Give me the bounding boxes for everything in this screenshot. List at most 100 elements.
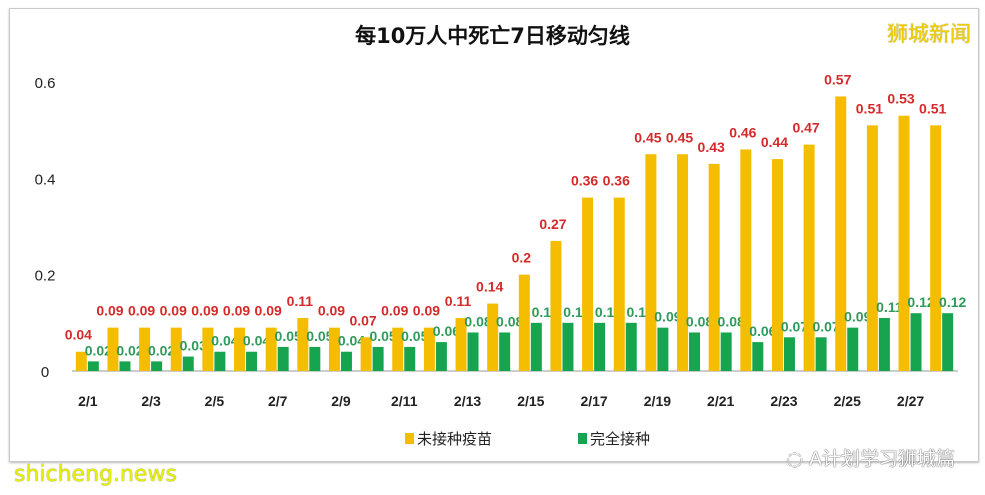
data-label: 0.05 (369, 328, 396, 344)
bar-unvaccinated (328, 327, 340, 371)
data-label: 0.04 (243, 333, 270, 349)
legend-swatch (578, 433, 587, 444)
legend-item-unvaccinated: 未接种疫苗 (405, 428, 492, 449)
bar-vaccinated (783, 337, 795, 371)
x-tick-label: 2/17 (580, 393, 607, 409)
data-label: 0.53 (887, 91, 914, 107)
bar-unvaccinated (455, 318, 467, 371)
x-tick-label: 2/13 (454, 393, 481, 409)
data-label: 0.09 (160, 303, 187, 319)
data-label: 0.11 (287, 293, 314, 309)
bar-unvaccinated (170, 327, 182, 371)
data-label: 0.06 (433, 323, 460, 339)
data-label: 0.08 (496, 313, 523, 329)
bar-vaccinated (720, 332, 732, 371)
bar-unvaccinated (392, 327, 404, 371)
legend-label: 未接种疫苗 (417, 430, 493, 448)
data-label: 0.09 (255, 303, 282, 319)
bar-unvaccinated (645, 154, 657, 371)
bar-vaccinated (214, 351, 226, 371)
data-label: 0.09 (654, 309, 681, 325)
bar-unvaccinated (866, 125, 878, 371)
data-label: 0.08 (464, 313, 491, 329)
data-label: 0.09 (223, 303, 250, 319)
bar-unvaccinated (740, 149, 752, 371)
bar-vaccinated (499, 332, 511, 371)
chart-frame (9, 8, 979, 462)
bar-vaccinated (562, 322, 574, 371)
data-label: 0.43 (698, 139, 725, 155)
data-label: 0.14 (476, 279, 503, 295)
bar-vaccinated (309, 346, 321, 371)
bar-unvaccinated (265, 327, 277, 371)
data-label: 0.05 (306, 328, 333, 344)
data-label: 0.09 (381, 303, 408, 319)
bar-vaccinated (119, 361, 131, 371)
legend-swatch (405, 433, 414, 444)
data-label: 0.03 (180, 338, 207, 354)
bar-unvaccinated (202, 327, 214, 371)
bar-vaccinated (372, 346, 384, 371)
data-label: 0.04 (211, 333, 238, 349)
bar-vaccinated (878, 318, 890, 371)
data-label: 0.12 (939, 294, 966, 310)
bar-unvaccinated (139, 327, 151, 371)
x-tick-label: 2/7 (268, 393, 288, 409)
data-label: 0.09 (191, 303, 218, 319)
data-label: 0.02 (148, 342, 175, 358)
bar-unvaccinated (803, 144, 815, 371)
data-label: 0.51 (919, 100, 946, 116)
bar-unvaccinated (75, 351, 87, 371)
data-label: 0.02 (116, 342, 143, 358)
data-label: 0.04 (338, 333, 365, 349)
data-label: 0.36 (603, 173, 630, 189)
bar-vaccinated (404, 346, 416, 371)
bar-unvaccinated (518, 274, 530, 371)
y-tick-label: 0.4 (35, 171, 56, 188)
data-label: 0.07 (781, 318, 808, 334)
x-tick-label: 2/25 (834, 393, 861, 409)
brand-logo: 狮城新闻 (887, 22, 971, 46)
site-watermark: shicheng.news (14, 462, 177, 487)
bar-unvaccinated (582, 197, 594, 371)
y-tick-label: 0.2 (35, 268, 56, 285)
x-tick-label: 2/9 (331, 393, 351, 409)
bar-vaccinated (151, 361, 163, 371)
bar-vaccinated (87, 361, 99, 371)
bar-unvaccinated (107, 327, 119, 371)
bar-vaccinated (340, 351, 352, 371)
bar-unvaccinated (613, 197, 625, 371)
bar-unvaccinated (771, 159, 783, 371)
data-label: 0.36 (571, 173, 598, 189)
data-label: 0.12 (907, 294, 934, 310)
data-label: 0.06 (749, 323, 776, 339)
data-label: 0.07 (349, 312, 376, 328)
bar-unvaccinated (234, 327, 246, 371)
data-label: 0.11 (445, 293, 472, 309)
chart-title: 每10万人中死亡7日移动匀线 (355, 24, 630, 48)
bar-vaccinated (847, 327, 859, 371)
data-label: 0.45 (666, 129, 693, 145)
data-label: 0.2 (512, 250, 532, 266)
data-label: 0.09 (318, 303, 345, 319)
bar-vaccinated (530, 322, 542, 371)
bar-vaccinated (689, 332, 701, 371)
data-label: 0.09 (96, 303, 123, 319)
x-tick-label: 2/1 (78, 393, 98, 409)
bar-vaccinated (435, 342, 447, 371)
y-tick-label: 0 (41, 364, 49, 381)
data-label: 0.08 (718, 313, 745, 329)
data-label: 0.44 (761, 134, 788, 150)
bar-vaccinated (815, 337, 827, 371)
bar-unvaccinated (487, 303, 499, 371)
x-tick-label: 2/19 (644, 393, 671, 409)
data-label: 0.05 (401, 328, 428, 344)
bar-vaccinated (182, 356, 194, 371)
wechat-icon: ◌ (786, 448, 809, 470)
x-tick-label: 2/23 (770, 393, 797, 409)
bar-unvaccinated (423, 327, 435, 371)
data-label: 0.05 (275, 328, 302, 344)
bar-unvaccinated (835, 96, 847, 371)
wechat-source-watermark: ◌ A计划学习狮城篇 (786, 444, 955, 471)
